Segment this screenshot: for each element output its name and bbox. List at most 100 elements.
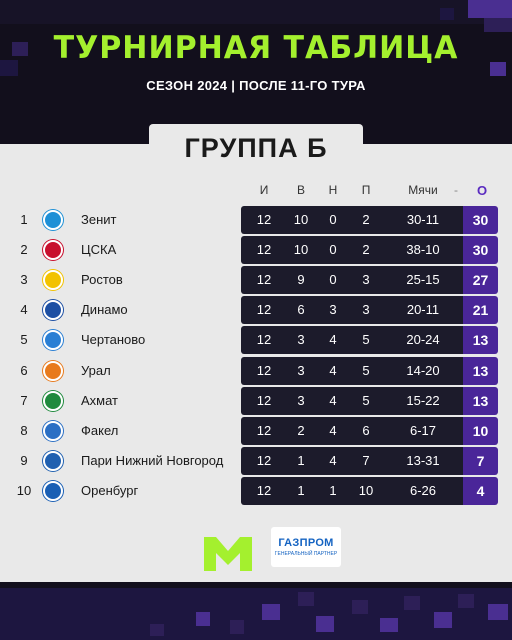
team-points: 30: [463, 206, 498, 234]
stat-wins: 6: [297, 302, 305, 317]
stat-goals: 6-26: [409, 483, 437, 498]
fakel-logo-icon: [43, 421, 63, 441]
team-rank: 5: [20, 332, 28, 347]
team-rank: 6: [20, 363, 28, 378]
stat-losses: 3: [362, 302, 370, 317]
season-subtitle: СЕЗОН 2024 | ПОСЛЕ 11-ГО ТУРА: [146, 78, 366, 93]
team-name: Оренбург: [81, 483, 139, 498]
stat-draws: 4: [329, 332, 337, 347]
stat-games: 12: [256, 453, 272, 468]
team-stats: 12 3 4 5 20-24: [241, 326, 463, 354]
table-row: 5 Чертаново 12 3 4 5 20-24 13: [0, 326, 512, 354]
col-header-separator: -: [454, 183, 458, 197]
team-stats: 12 10 0 2 38-10: [241, 236, 463, 264]
col-header-games: И: [259, 183, 269, 197]
team-rank: 10: [16, 483, 32, 498]
sponsor-logo: ГАЗПРОМ ГЕНЕРАЛЬНЫЙ ПАРТНЕР: [271, 527, 341, 567]
stat-draws: 4: [329, 423, 337, 438]
stat-games: 12: [256, 272, 272, 287]
stat-wins: 3: [297, 393, 305, 408]
table-row: 4 Динамо 12 6 3 3 20-11 21: [0, 296, 512, 324]
team-points: 4: [463, 477, 498, 505]
pari-nn-logo-icon: [43, 451, 63, 471]
team-stats: 12 2 4 6 6-17: [241, 417, 463, 445]
stat-losses: 3: [362, 272, 370, 287]
team-name: Чертаново: [81, 332, 146, 347]
stat-wins: 9: [297, 272, 305, 287]
akhmat-logo-icon: [43, 391, 63, 411]
stat-draws: 0: [329, 242, 337, 257]
team-rank: 2: [20, 242, 28, 257]
stat-losses: 6: [362, 423, 370, 438]
team-name: Динамо: [81, 302, 128, 317]
stat-losses: 2: [362, 242, 370, 257]
col-header-wins: В: [296, 183, 305, 197]
team-points: 10: [463, 417, 498, 445]
stat-wins: 3: [297, 363, 305, 378]
stat-wins: 10: [293, 242, 309, 257]
stat-goals: 20-11: [406, 302, 440, 317]
chertanovo-logo-icon: [43, 330, 63, 350]
stat-goals: 6-17: [409, 423, 437, 438]
stat-losses: 5: [362, 332, 370, 347]
stat-goals: 14-20: [406, 363, 440, 378]
stat-wins: 1: [297, 483, 305, 498]
team-stats: 12 6 3 3 20-11: [241, 296, 463, 324]
team-rank: 1: [20, 212, 28, 227]
stat-losses: 5: [362, 363, 370, 378]
team-name: Ростов: [81, 272, 123, 287]
table-row: 3 Ростов 12 9 0 3 25-15 27: [0, 266, 512, 294]
team-rank: 7: [20, 393, 28, 408]
team-points: 13: [463, 326, 498, 354]
stat-goals: 20-24: [406, 332, 440, 347]
team-name: Факел: [81, 423, 119, 438]
stat-games: 12: [256, 393, 272, 408]
stat-draws: 4: [329, 453, 337, 468]
stat-draws: 4: [329, 393, 337, 408]
stat-losses: 5: [362, 393, 370, 408]
stat-draws: 4: [329, 363, 337, 378]
table-row: 10 Оренбург 12 1 1 10 6-26 4: [0, 477, 512, 505]
table-row: 1 Зенит 12 10 0 2 30-11 30: [0, 206, 512, 234]
table-row: 9 Пари Нижний Новгород 12 1 4 7 13-31 7: [0, 447, 512, 475]
dinamo-logo-icon: [43, 300, 63, 320]
table-row: 8 Факел 12 2 4 6 6-17 10: [0, 417, 512, 445]
stat-draws: 0: [329, 212, 337, 227]
col-header-losses: П: [361, 183, 371, 197]
team-rank: 3: [20, 272, 28, 287]
zenit-logo-icon: [43, 210, 63, 230]
team-points: 7: [463, 447, 498, 475]
stat-games: 12: [256, 212, 272, 227]
stat-games: 12: [256, 332, 272, 347]
stat-losses: 7: [362, 453, 370, 468]
team-stats: 12 1 4 7 13-31: [241, 447, 463, 475]
stat-wins: 2: [297, 423, 305, 438]
page-title: ТУРНИРНАЯ ТАБЛИЦА: [53, 30, 459, 66]
stat-wins: 1: [297, 453, 305, 468]
team-points: 21: [463, 296, 498, 324]
table-row: 2 ЦСКА 12 10 0 2 38-10 30: [0, 236, 512, 264]
team-rank: 9: [20, 453, 28, 468]
team-name: Урал: [81, 363, 111, 378]
ural-logo-icon: [43, 361, 63, 381]
stat-losses: 2: [362, 212, 370, 227]
team-stats: 12 9 0 3 25-15: [241, 266, 463, 294]
team-rank: 4: [20, 302, 28, 317]
sponsor-subtitle: ГЕНЕРАЛЬНЫЙ ПАРТНЕР: [274, 551, 338, 557]
table-row: 6 Урал 12 3 4 5 14-20 13: [0, 357, 512, 385]
group-title: ГРУППА Б: [149, 124, 363, 174]
stat-games: 12: [256, 423, 272, 438]
stat-losses: 10: [358, 483, 374, 498]
team-name: ЦСКА: [81, 242, 117, 257]
orenburg-logo-icon: [43, 481, 63, 501]
team-points: 13: [463, 357, 498, 385]
stat-wins: 10: [293, 212, 309, 227]
stat-games: 12: [256, 302, 272, 317]
table-row: 7 Ахмат 12 3 4 5 15-22 13: [0, 387, 512, 415]
stat-games: 12: [256, 483, 272, 498]
team-name: Пари Нижний Новгород: [81, 453, 224, 468]
stat-goals: 38-10: [406, 242, 440, 257]
stat-draws: 3: [329, 302, 337, 317]
stat-goals: 25-15: [406, 272, 440, 287]
stat-goals: 13-31: [406, 453, 440, 468]
